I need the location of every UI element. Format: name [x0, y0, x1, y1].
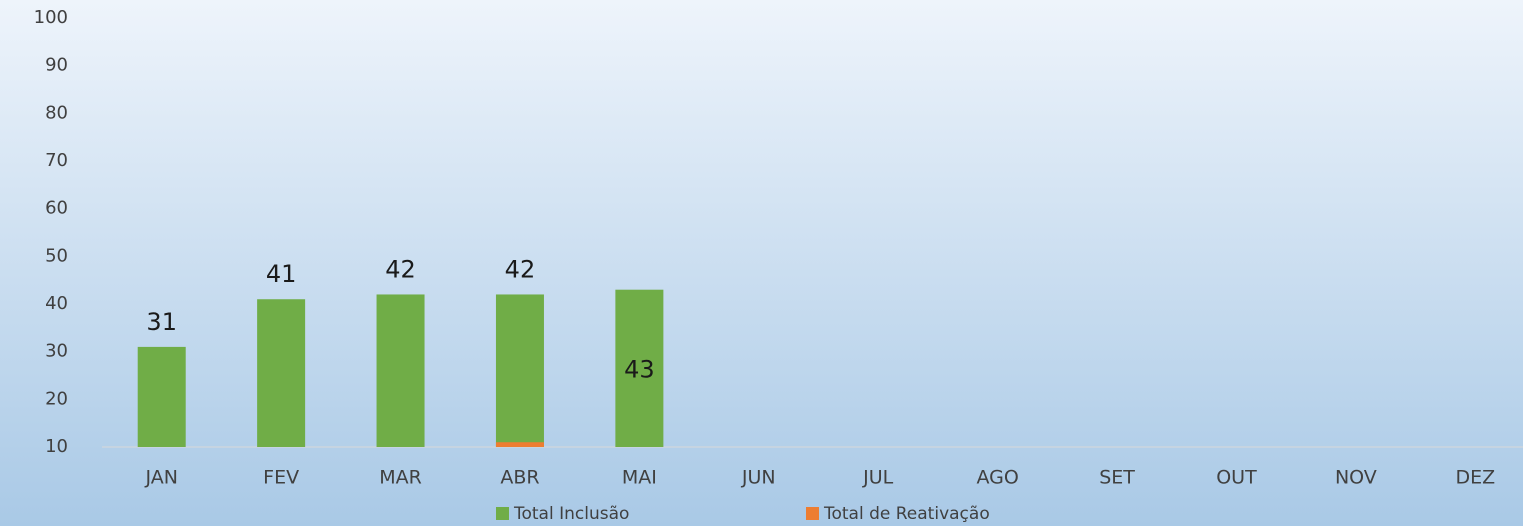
x-tick-label: DEZ	[1455, 467, 1495, 489]
data-label: 43	[624, 355, 655, 383]
y-tick-label: 90	[45, 55, 68, 76]
x-tick-label: ABR	[500, 467, 539, 489]
y-tick-label: 100	[34, 7, 68, 28]
legend-label: Total Inclusão	[513, 504, 629, 524]
data-label: 42	[385, 255, 416, 283]
x-tick-label: OUT	[1216, 467, 1257, 489]
y-tick-label: 30	[45, 341, 68, 362]
x-tick-label: JAN	[144, 467, 177, 489]
legend-swatch	[806, 507, 819, 520]
bar	[257, 299, 306, 447]
y-tick-label: 80	[45, 102, 68, 123]
y-tick-label: 20	[45, 388, 68, 409]
bar	[376, 294, 425, 447]
x-tick-label: JUL	[862, 467, 894, 489]
x-tick-label: NOV	[1335, 467, 1377, 489]
bar	[137, 346, 186, 447]
data-label: 31	[146, 308, 177, 336]
data-label: 42	[505, 255, 536, 283]
x-tick-label: SET	[1099, 467, 1135, 489]
data-label: 41	[266, 260, 297, 288]
bar	[495, 442, 544, 447]
y-tick-label: 60	[45, 198, 68, 219]
x-tick-label: MAR	[379, 467, 422, 489]
legend-swatch	[496, 507, 509, 520]
x-tick-label: JUN	[741, 467, 776, 489]
x-tick-label: FEV	[263, 467, 299, 489]
x-tick-label: MAI	[622, 467, 657, 489]
y-tick-label: 10	[45, 436, 68, 457]
bar	[495, 294, 544, 447]
y-tick-label: 50	[45, 245, 68, 266]
y-tick-label: 40	[45, 293, 68, 314]
x-tick-label: AGO	[976, 467, 1018, 489]
legend-label: Total de Reativação	[823, 504, 990, 524]
bar	[615, 289, 664, 447]
y-tick-label: 70	[45, 150, 68, 171]
